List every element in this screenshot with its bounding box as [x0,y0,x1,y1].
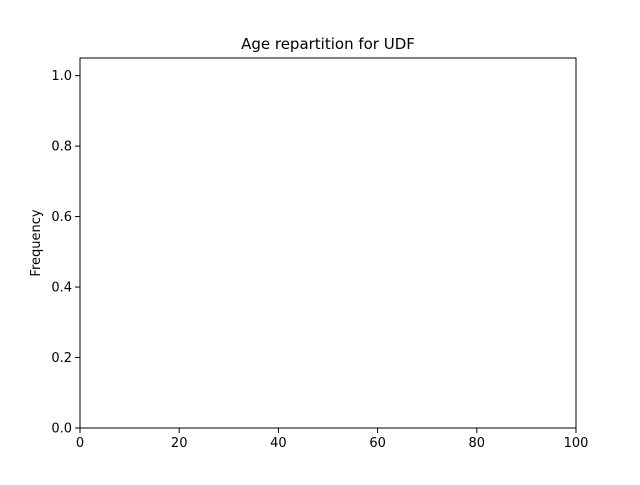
y-tick-label: 1.0 [51,69,72,84]
y-tick-label: 0.2 [51,351,72,366]
x-tick-label: 20 [171,436,188,451]
y-tick-label: 0.8 [51,140,72,155]
y-axis-ticks: 0.0 0.2 0.4 0.6 0.8 1.0 [51,69,80,437]
y-tick-label: 0.0 [51,422,72,437]
x-tick-label: 80 [469,436,486,451]
x-axis-ticks: 0 20 40 60 80 100 [76,428,589,451]
x-tick-label: 0 [76,436,84,451]
y-axis-label: Frequency [29,209,44,276]
x-tick-label: 60 [369,436,386,451]
plot-area-frame [79,57,577,429]
x-tick-label: 40 [270,436,287,451]
y-tick-label: 0.6 [51,210,72,225]
chart-title: Age repartition for UDF [241,35,415,53]
x-tick-label: 100 [564,436,589,451]
y-tick-label: 0.4 [51,281,72,296]
